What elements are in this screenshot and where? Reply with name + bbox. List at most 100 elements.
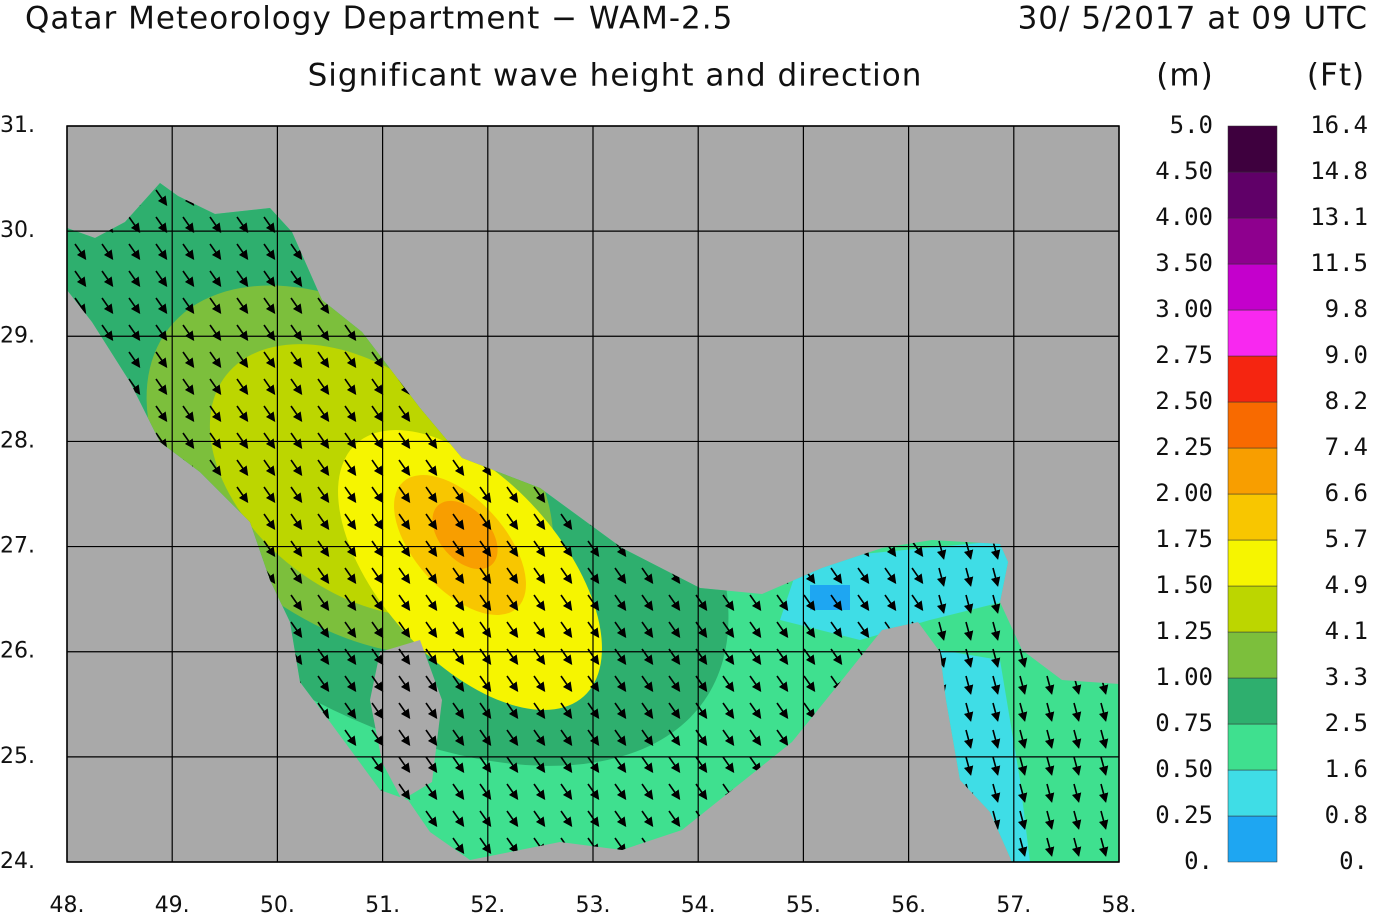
wave-arrow: [936, 540, 947, 560]
wave-arrow: [398, 783, 411, 801]
wave-arrow: [263, 270, 276, 288]
wave-arrow: [425, 810, 438, 828]
wave-arrow: [857, 621, 870, 639]
wave-arrow: [533, 540, 546, 558]
wave-arrow: [263, 324, 276, 342]
x-tick-label: 49.: [155, 893, 190, 916]
wave-arrow: [317, 297, 330, 315]
wave-arrow: [155, 432, 168, 450]
wave-arrow: [911, 567, 924, 585]
wave-arrow: [344, 594, 357, 612]
x-tick-label: 58.: [1102, 893, 1137, 916]
wave-arrow: [1098, 837, 1109, 857]
wave-arrow: [857, 594, 870, 612]
colorbar-label-ft: 6.6: [1325, 479, 1368, 507]
x-tick-label: 55.: [786, 893, 821, 916]
wave-arrow: [749, 729, 762, 747]
wave-arrow: [425, 783, 438, 801]
colorbar-label-ft: 16.4: [1310, 111, 1368, 139]
wave-arrow: [452, 810, 465, 828]
wave-arrow: [830, 621, 843, 639]
wave-arrow: [452, 783, 465, 801]
y-tick-label: 25.: [0, 744, 35, 769]
wave-arrow: [290, 540, 303, 558]
colorbar-label-m: 2.75: [1155, 341, 1213, 369]
wave-arrow: [506, 594, 519, 612]
wave-arrow: [209, 324, 222, 342]
wave-arrow: [641, 621, 654, 639]
wave-arrow: [236, 324, 249, 342]
wave-arrow: [533, 702, 546, 720]
wave-arrow: [371, 405, 384, 423]
wave-arrow: [533, 621, 546, 639]
wave-arrow: [963, 756, 974, 776]
wave-arrow: [371, 486, 384, 504]
wave-arrow: [263, 540, 276, 558]
wave-arrow: [182, 243, 195, 261]
wave-arrow: [560, 756, 573, 774]
wave-arrow: [1071, 837, 1082, 857]
wave-arrow: [803, 621, 816, 639]
wave-arrow: [479, 675, 492, 693]
wave-arrow: [614, 675, 627, 693]
y-tick-label: 26.: [0, 639, 35, 664]
wave-arrow: [74, 270, 87, 288]
wave-arrow: [641, 810, 654, 828]
wave-arrow: [1044, 675, 1055, 695]
wave-arrow: [776, 702, 789, 720]
wave-arrow: [155, 351, 168, 369]
colorbar-box: [1227, 539, 1278, 587]
x-tick-label: 48.: [50, 893, 85, 916]
wave-arrow: [560, 729, 573, 747]
wave-arrow: [344, 567, 357, 585]
wave-arrow: [317, 378, 330, 396]
wave-arrow: [425, 486, 438, 504]
wave-arrow: [236, 378, 249, 396]
colorbar-label-ft: 0.: [1339, 847, 1368, 875]
wave-arrow: [452, 567, 465, 585]
wave-arrow: [1044, 729, 1055, 749]
wave-arrow: [641, 729, 654, 747]
y-tick-label: 31.: [0, 113, 35, 138]
colorbar-label-m: 2.25: [1155, 433, 1213, 461]
colorbar: 0. 0.25 0.50 0.75 1.00 1.25 1.50 1.75 2.00 2.25 2.…: [1155, 111, 1368, 875]
wave-arrow: [128, 351, 141, 369]
wave-arrow: [963, 621, 974, 641]
wave-arrow: [803, 594, 816, 612]
wave-arrow: [371, 621, 384, 639]
colorbar-box: [1227, 631, 1278, 679]
wave-arrow: [614, 729, 627, 747]
colorbar-label-m: 3.00: [1155, 295, 1213, 323]
wave-arrow: [182, 351, 195, 369]
wave-arrow: [749, 594, 762, 612]
wave-arrow: [506, 540, 519, 558]
colorbar-label-m: 2.50: [1155, 387, 1213, 415]
wave-arrow: [398, 513, 411, 531]
wave-arrow: [182, 216, 195, 234]
wave-arrow: [749, 675, 762, 693]
colorbar-box: [1227, 493, 1278, 541]
colorbar-box: [1227, 585, 1278, 633]
wave-arrow: [1044, 837, 1055, 857]
wave-arrow: [290, 432, 303, 450]
wave-arrow: [317, 621, 330, 639]
wave-arrow: [317, 675, 330, 693]
wave-arrow: [506, 810, 519, 828]
wave-arrow: [560, 621, 573, 639]
wave-arrow: [963, 702, 974, 722]
wave-arrow: [317, 486, 330, 504]
wave-arrow: [990, 810, 1001, 830]
x-tick-label: 54.: [681, 893, 716, 916]
wave-arrow: [963, 540, 974, 560]
wave-arrow: [155, 243, 168, 261]
wave-arrow: [344, 405, 357, 423]
wave-arrow: [668, 594, 681, 612]
x-tick-label: 57.: [996, 893, 1031, 916]
wave-arrow: [371, 729, 384, 747]
wave-arrow: [425, 729, 438, 747]
wave-arrow: [1071, 756, 1082, 776]
wave-arrow: [263, 378, 276, 396]
wave-arrow: [74, 243, 87, 261]
wave-arrow: [425, 513, 438, 531]
